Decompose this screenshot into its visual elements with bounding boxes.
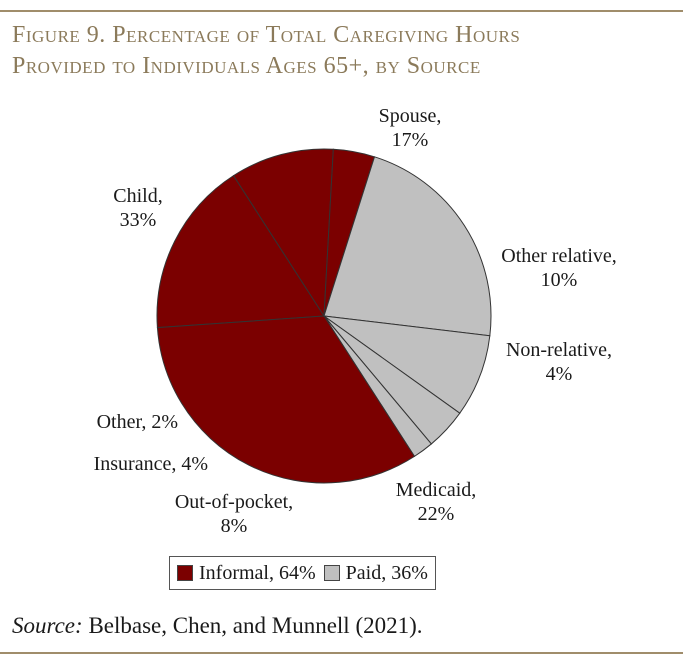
slice-label-name: Insurance, 4% xyxy=(94,453,208,475)
chart-title-line-2: Provided to Individuals Ages 65+, by Sou… xyxy=(12,53,481,79)
slice-label-value: 10% xyxy=(541,269,578,291)
slice-label-child: Child, 33% xyxy=(113,185,162,231)
slice-label-name: Medicaid, xyxy=(396,479,477,501)
chart-title-line-1: Figure 9. Percentage of Total Caregiving… xyxy=(12,22,521,48)
slice-label-name: Other, 2% xyxy=(97,411,178,433)
source-text: Belbase, Chen, and Munnell (2021). xyxy=(82,613,423,638)
source-prefix: Source: xyxy=(12,613,83,638)
pie-slice-child xyxy=(156,315,416,484)
slice-label-other-relative: Other relative, 10% xyxy=(501,245,617,291)
slice-label-value: 8% xyxy=(221,515,248,537)
pie-slice-spouse xyxy=(156,174,325,329)
pie-chart: Spouse, 17% Other relative, 10% Non-relative… xyxy=(94,105,617,537)
slice-label-spouse: Spouse, 17% xyxy=(379,105,442,151)
pie-slice-medicaid xyxy=(323,156,492,337)
chart-legend: Informal, 64% Paid, 36% xyxy=(169,556,436,590)
chart-title: Figure 9. Percentage of Total Caregiving… xyxy=(12,20,677,82)
slice-label-medicaid: Medicaid, 22% xyxy=(396,479,477,525)
legend-item-informal: Informal, 64% xyxy=(177,562,316,585)
legend-swatch-paid xyxy=(323,565,340,581)
top-rule xyxy=(0,10,683,12)
slice-label-name: Child, xyxy=(113,185,162,207)
slice-label-other: Other, 2% xyxy=(97,411,178,433)
slice-label-name: Spouse, xyxy=(379,105,442,127)
slice-label-value: 33% xyxy=(120,209,157,231)
legend-label-informal: Informal, 64% xyxy=(199,561,316,584)
slice-label-name: Out-of-pocket, xyxy=(175,491,293,513)
slice-label-non-relative: Non-relative, 4% xyxy=(506,339,612,385)
slice-label-out-of-pocket: Out-of-pocket, 8% xyxy=(175,491,293,537)
slice-label-name: Non-relative, xyxy=(506,339,612,361)
bottom-rule xyxy=(0,652,683,654)
source-note: Source: Belbase, Chen, and Munnell (2021… xyxy=(12,613,423,639)
slice-label-value: 17% xyxy=(392,129,429,151)
pie-slice-other-relative xyxy=(232,148,334,318)
legend-swatch-informal xyxy=(177,565,193,581)
legend-item-paid: Paid, 36% xyxy=(323,561,428,585)
slice-label-value: 22% xyxy=(418,503,455,525)
slice-label-value: 4% xyxy=(546,363,573,385)
legend-label-paid: Paid, 36% xyxy=(345,561,428,584)
slice-label-insurance: Insurance, 4% xyxy=(94,453,208,475)
slice-label-name: Other relative, xyxy=(501,245,617,267)
